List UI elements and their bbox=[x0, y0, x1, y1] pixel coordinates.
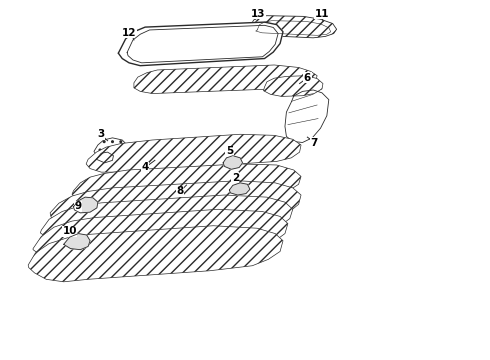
Polygon shape bbox=[86, 134, 301, 172]
Text: 7: 7 bbox=[311, 138, 318, 148]
Polygon shape bbox=[74, 197, 98, 213]
Text: 5: 5 bbox=[226, 147, 233, 157]
Polygon shape bbox=[28, 226, 283, 282]
Text: 10: 10 bbox=[62, 226, 77, 237]
Polygon shape bbox=[33, 209, 288, 263]
Polygon shape bbox=[118, 22, 283, 66]
Polygon shape bbox=[97, 152, 114, 163]
Polygon shape bbox=[50, 181, 301, 229]
Polygon shape bbox=[72, 164, 301, 206]
Polygon shape bbox=[229, 183, 250, 195]
Polygon shape bbox=[249, 16, 337, 38]
Text: 6: 6 bbox=[304, 73, 311, 83]
Polygon shape bbox=[264, 76, 323, 96]
Text: 3: 3 bbox=[98, 129, 105, 139]
Text: 11: 11 bbox=[315, 9, 329, 18]
Text: 12: 12 bbox=[122, 28, 136, 38]
Polygon shape bbox=[223, 156, 243, 169]
Polygon shape bbox=[64, 234, 90, 249]
Text: 9: 9 bbox=[75, 202, 82, 211]
Polygon shape bbox=[285, 90, 329, 143]
Polygon shape bbox=[40, 195, 293, 246]
Text: 8: 8 bbox=[176, 186, 183, 197]
Polygon shape bbox=[134, 65, 317, 94]
Text: 13: 13 bbox=[251, 9, 266, 18]
Text: 2: 2 bbox=[232, 173, 239, 183]
Text: 4: 4 bbox=[142, 162, 149, 172]
Polygon shape bbox=[94, 138, 127, 159]
